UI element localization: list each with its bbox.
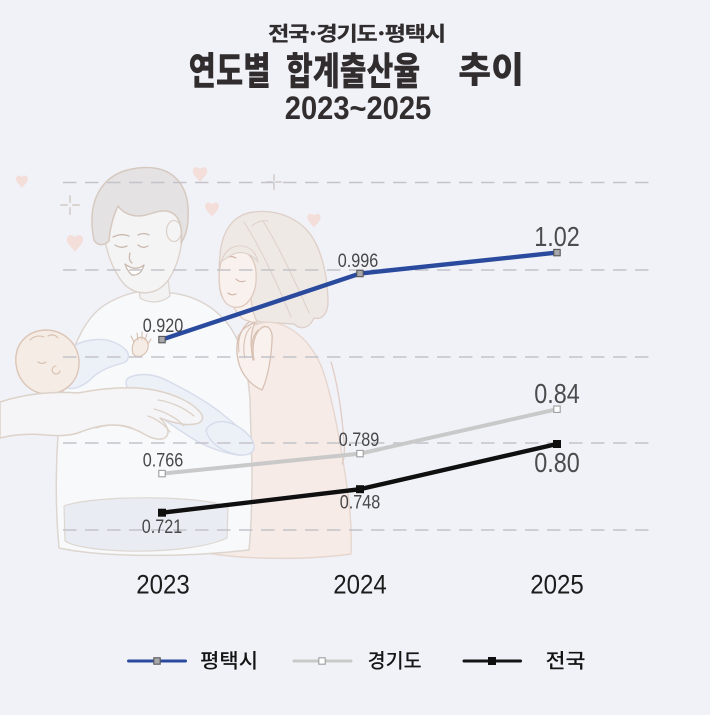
svg-text:0.920: 0.920 bbox=[143, 315, 184, 337]
svg-text:2024: 2024 bbox=[333, 570, 387, 600]
svg-text:2023: 2023 bbox=[136, 570, 190, 600]
svg-text:2025: 2025 bbox=[530, 570, 584, 600]
svg-text:0.789: 0.789 bbox=[339, 429, 380, 451]
svg-text:0.721: 0.721 bbox=[142, 516, 183, 538]
svg-text:0.80: 0.80 bbox=[534, 447, 580, 478]
svg-text:2023~2025: 2023~2025 bbox=[285, 90, 432, 126]
svg-text:0.766: 0.766 bbox=[143, 450, 184, 472]
svg-text:1.02: 1.02 bbox=[534, 221, 580, 252]
svg-text:0.84: 0.84 bbox=[534, 378, 580, 409]
svg-text:0.748: 0.748 bbox=[340, 492, 381, 514]
svg-text:0.996: 0.996 bbox=[338, 250, 379, 272]
